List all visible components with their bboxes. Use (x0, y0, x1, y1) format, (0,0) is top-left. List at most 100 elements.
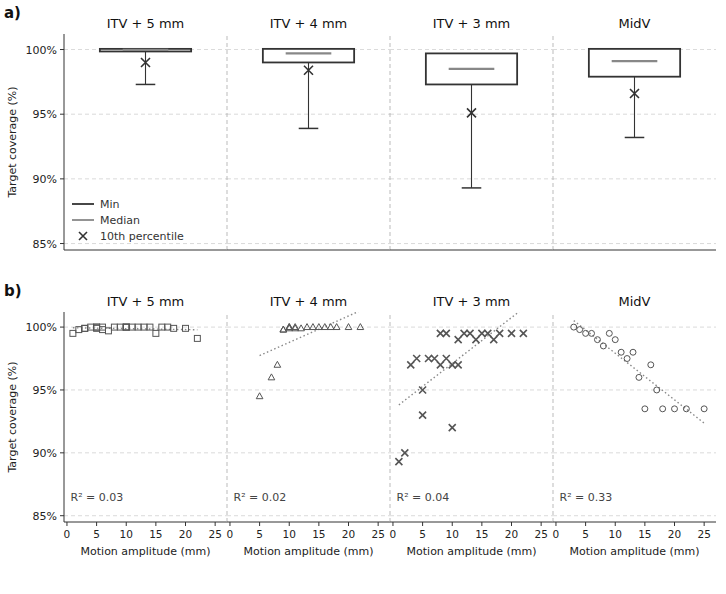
panel-label: b) (4, 282, 22, 300)
plot-area (571, 321, 707, 423)
x-tick (555, 522, 556, 526)
scatter-point (583, 330, 589, 336)
y-tick (60, 452, 64, 453)
scatter-point (683, 406, 689, 412)
x-tick (289, 522, 290, 526)
panel-separator (390, 34, 391, 250)
x-tick-label: 0 (390, 528, 397, 540)
panel-separator (553, 34, 554, 250)
x-tick (481, 522, 482, 526)
p10-marker (141, 58, 150, 67)
r2-annotation: R² = 0.04 (397, 491, 450, 504)
x-tick-label: 15 (149, 528, 162, 540)
scatter-point (82, 325, 88, 331)
panel-separator (553, 312, 554, 522)
plot-area (256, 312, 363, 399)
grid-line (390, 515, 553, 516)
grid-line (553, 515, 716, 516)
scatter-point (431, 355, 438, 362)
whisker (634, 77, 635, 138)
scatter-point (618, 349, 624, 355)
x-tick-label: 0 (227, 528, 234, 540)
x-tick-label: 10 (446, 528, 459, 540)
panel: ITV + 4 mm0510152025Motion amplitude (mm… (227, 294, 390, 558)
scatter-point (600, 343, 606, 349)
y-tick-label: 85% (33, 510, 57, 523)
x-tick-label: 20 (668, 528, 681, 540)
y-tick (60, 243, 64, 244)
figure: a)Target coverage (%)85%90%95%100%ITV + … (0, 0, 726, 594)
x-axis-label: Motion amplitude (mm) (81, 545, 211, 558)
y-axis-line (64, 34, 65, 250)
trend-line (574, 321, 704, 423)
min-cap (625, 137, 645, 139)
scatter-point (357, 324, 364, 330)
legend-label: 10th percentile (100, 230, 184, 243)
grid-line (390, 389, 553, 390)
scatter-point (100, 324, 106, 330)
x-axis-label: Motion amplitude (mm) (407, 545, 537, 558)
scatter-point (105, 328, 111, 334)
x-tick-label: 5 (582, 528, 589, 540)
plot-area (100, 49, 191, 85)
trend-line (260, 312, 361, 356)
scatter-point (82, 325, 88, 331)
x-axis-label: Motion amplitude (mm) (570, 545, 700, 558)
scatter-point (455, 336, 462, 343)
scatter-point (571, 324, 577, 330)
scatter-point (88, 324, 94, 330)
panel: 85%90%95%100%ITV + 5 mm (26, 16, 227, 251)
grid-line (390, 327, 553, 328)
x-tick (422, 522, 423, 526)
panel: ITV + 3 mm0510152025Motion amplitude (mm… (390, 294, 553, 558)
y-tick (60, 178, 64, 179)
scatter-point (589, 330, 595, 336)
scatter-point (472, 336, 479, 343)
grid-line (64, 452, 227, 453)
trend-line (399, 312, 523, 405)
grid-line (553, 243, 716, 244)
scatter-point (407, 361, 414, 368)
x-tick (126, 522, 127, 526)
x-axis-line (227, 250, 390, 251)
scatter-point (443, 330, 450, 337)
panel-title: ITV + 3 mm (433, 294, 511, 309)
grid-line (390, 49, 553, 50)
whisker (471, 84, 472, 187)
panel-title: ITV + 4 mm (270, 294, 348, 309)
y-tick-label: 90% (33, 173, 57, 186)
x-tick-label: 25 (534, 528, 547, 540)
x-tick (541, 522, 542, 526)
y-tick-label: 90% (33, 447, 57, 460)
scatter-point (316, 324, 323, 330)
median-line (123, 49, 169, 51)
legend-swatch (72, 203, 94, 205)
grid-line (64, 114, 227, 115)
panel-title: ITV + 3 mm (433, 16, 511, 31)
panel-separator (390, 312, 391, 522)
scatter-point (467, 330, 474, 337)
grid-line (64, 178, 227, 179)
scatter-point (520, 330, 527, 337)
legend-swatch (79, 232, 87, 240)
scatter-point (141, 324, 147, 330)
grid-line (64, 243, 227, 244)
scatter-point (117, 324, 123, 330)
legend-label: Min (100, 198, 120, 211)
panel-separator (227, 312, 228, 522)
grid-line (227, 515, 390, 516)
scatter-point (594, 337, 600, 343)
scatter-point (624, 356, 630, 362)
whisker (145, 51, 146, 84)
scatter-point (153, 330, 159, 336)
scatter-point (672, 406, 678, 412)
x-tick-label: 20 (179, 528, 192, 540)
x-axis-line (390, 522, 553, 523)
panel: ITV + 4 mm (227, 16, 390, 250)
x-tick-label: 5 (419, 528, 426, 540)
scatter-point (135, 324, 141, 330)
scatter-point (648, 362, 654, 368)
box (426, 53, 517, 84)
scatter-point (171, 325, 177, 331)
x-axis-line (64, 250, 227, 251)
